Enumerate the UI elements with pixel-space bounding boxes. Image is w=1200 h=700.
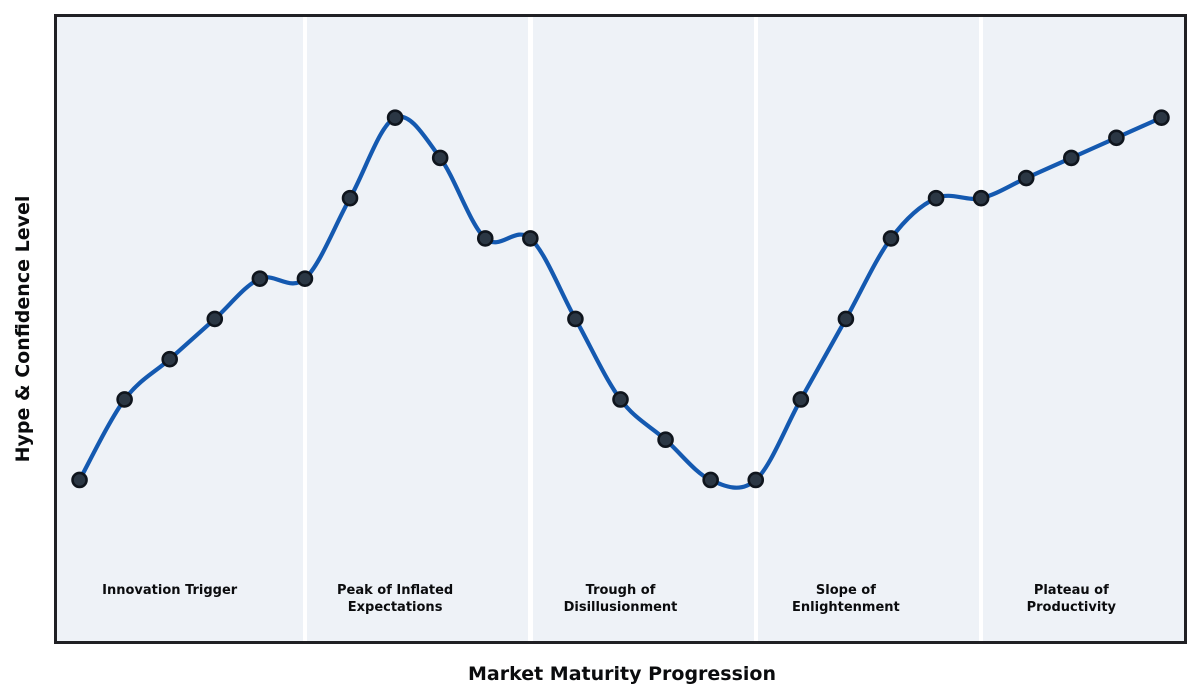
- data-point-marker: [1108, 129, 1125, 147]
- data-point-marker: [1017, 169, 1035, 187]
- data-point-marker: [567, 310, 584, 328]
- plot-inner: Innovation Trigger Peak of Inflated Expect…: [57, 17, 1184, 641]
- data-point-marker: [612, 391, 629, 408]
- plot-area: Innovation Trigger Peak of Inflated Expect…: [54, 14, 1187, 644]
- data-point-marker: [251, 270, 269, 287]
- data-point-marker: [341, 189, 359, 207]
- data-point-marker: [702, 471, 719, 489]
- data-point-marker: [837, 310, 855, 328]
- phase-label-line: Innovation Trigger: [102, 583, 238, 598]
- data-point-marker: [476, 230, 494, 247]
- data-point-marker: [972, 189, 990, 207]
- phase-divider: [753, 17, 758, 641]
- data-point-marker: [386, 109, 404, 126]
- phase-label: Plateau of Productivity: [961, 582, 1181, 616]
- data-point-marker: [116, 391, 133, 408]
- data-point-marker: [431, 149, 449, 167]
- data-point-marker: [1062, 149, 1080, 167]
- phase-label-line: Slope of: [815, 583, 876, 598]
- hype-curve-path: [77, 114, 1164, 490]
- data-point-marker: [1153, 109, 1170, 126]
- data-point-marker: [522, 230, 539, 247]
- data-point-marker: [792, 391, 810, 408]
- data-point-marker: [747, 471, 765, 489]
- phase-label-line: Disillusionment: [563, 600, 678, 615]
- data-point-marker: [71, 471, 88, 489]
- data-point-marker: [657, 431, 674, 449]
- phase-label-line: Trough of: [585, 583, 656, 598]
- y-axis-label: Hype & Confidence Level: [12, 195, 34, 463]
- phase-divider: [528, 17, 533, 641]
- phase-label-line: Productivity: [1026, 600, 1117, 615]
- data-point-marker: [206, 310, 224, 328]
- phase-label: Peak of Inflated Expectations: [285, 582, 505, 616]
- phase-label-line: Expectations: [347, 600, 443, 615]
- phase-divider: [978, 17, 984, 641]
- data-point-marker: [882, 230, 900, 247]
- phase-label-line: Enlightenment: [792, 600, 900, 615]
- phase-label-line: Peak of Inflated: [336, 583, 454, 598]
- data-point-marker: [161, 350, 178, 368]
- phase-label: Trough of Disillusionment: [511, 582, 731, 616]
- x-axis-label: Market Maturity Progression: [467, 663, 777, 685]
- phase-label: Innovation Trigger: [60, 582, 280, 599]
- phase-label-line: Plateau of: [1033, 583, 1109, 598]
- phase-label: Slope of Enlightenment: [736, 582, 956, 616]
- data-point-marker: [296, 270, 314, 287]
- curve-svg: [71, 109, 1170, 490]
- phase-divider: [302, 17, 308, 641]
- data-point-marker: [927, 189, 945, 207]
